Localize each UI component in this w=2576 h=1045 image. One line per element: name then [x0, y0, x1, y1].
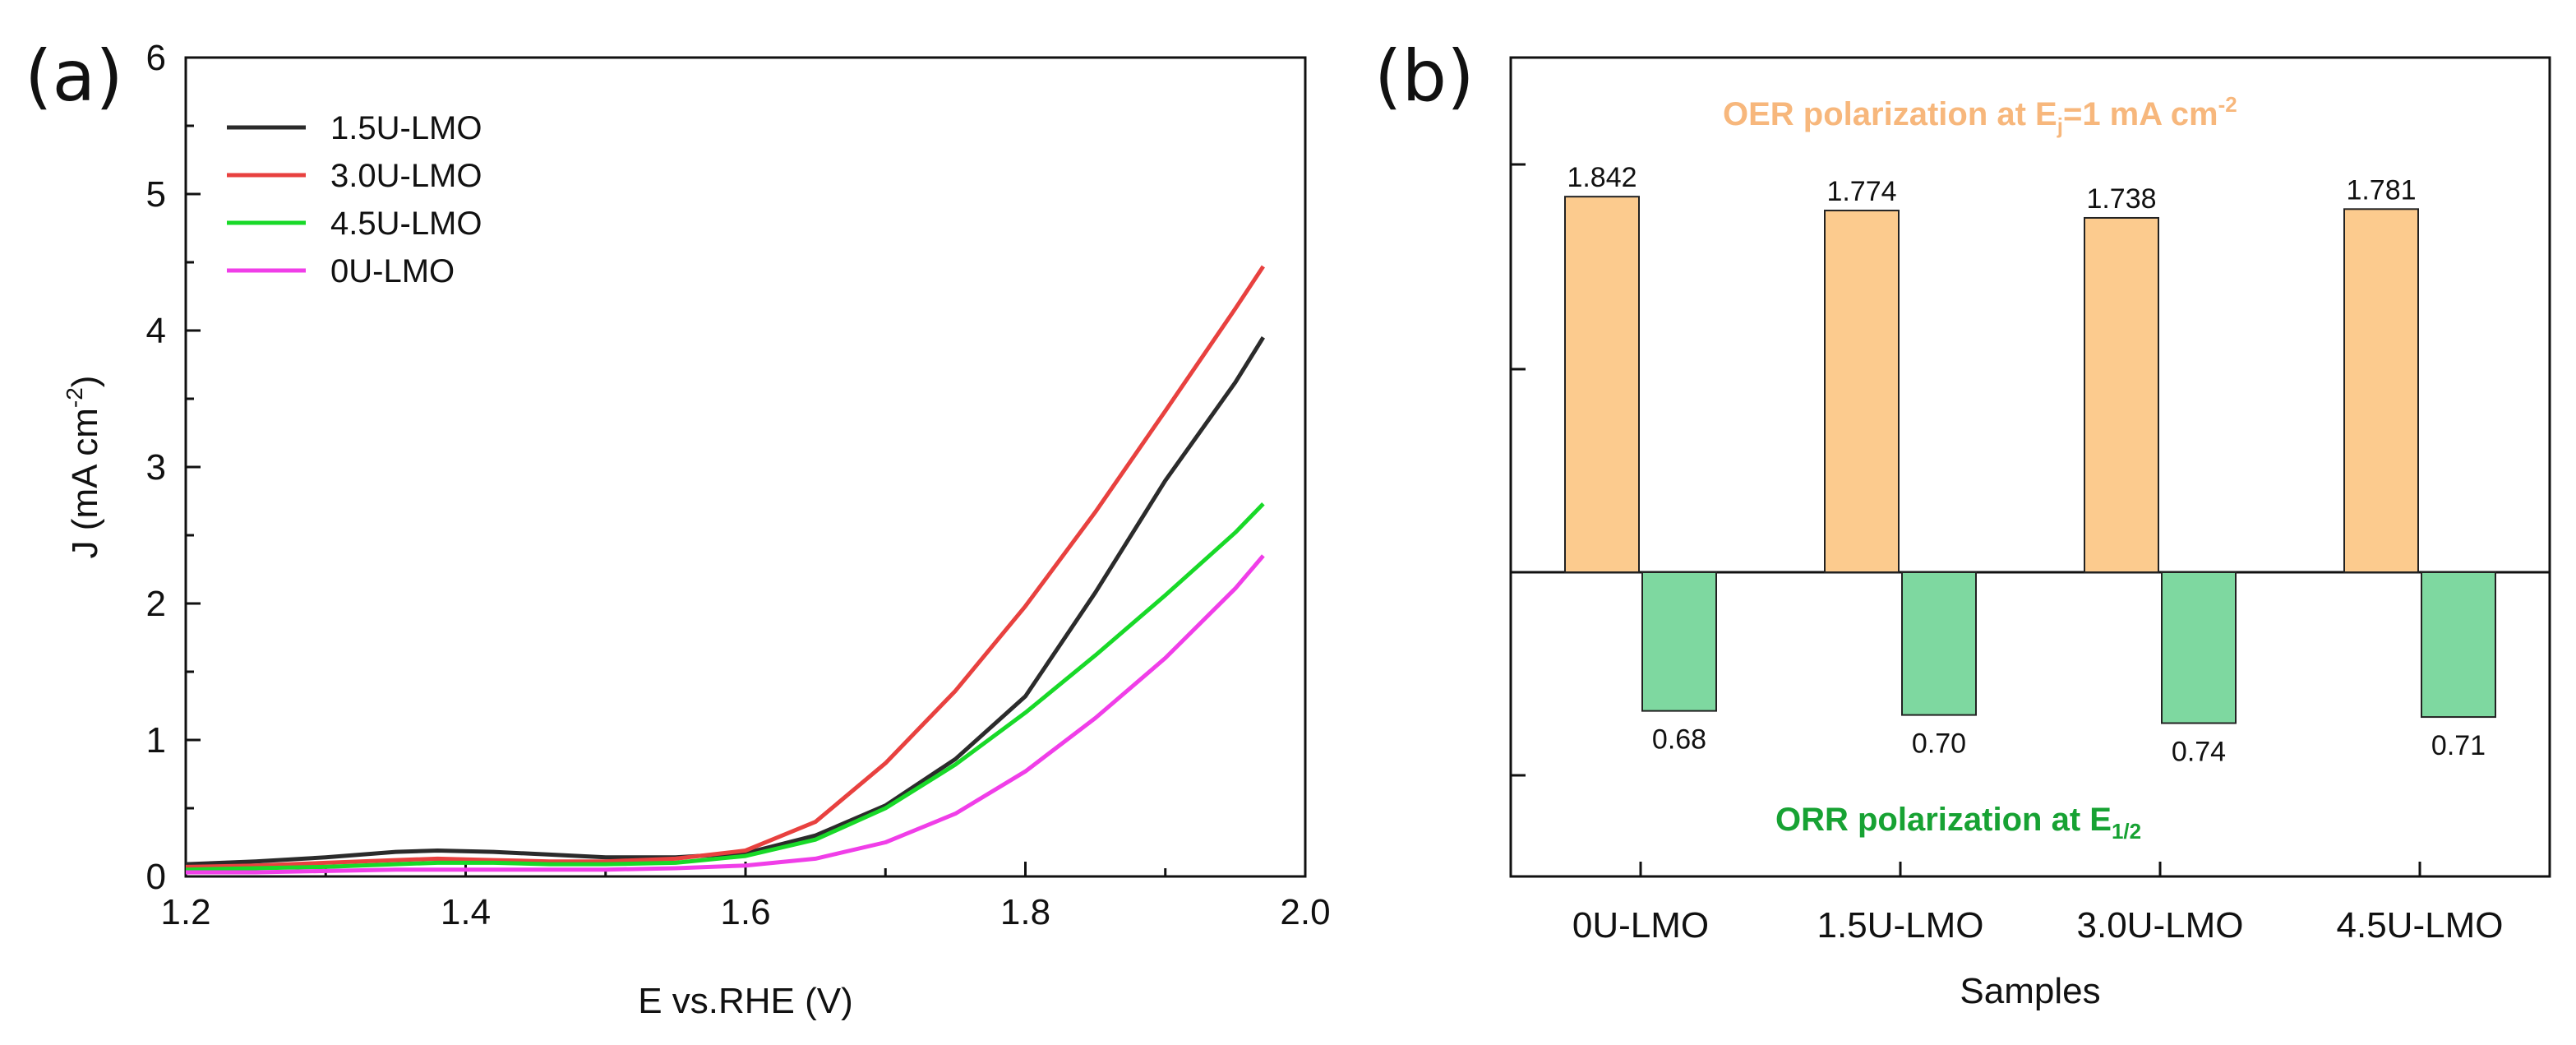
oer-annotation: OER polarization at Ej=1 mA cm-2	[1723, 92, 2237, 138]
series-line-3.0U-LMO	[185, 265, 1265, 869]
orr-bar	[1901, 571, 1977, 716]
orr-bar	[2421, 571, 2496, 719]
oer-value-label: 1.738	[2086, 183, 2156, 215]
series-line-4.5U-LMO	[185, 502, 1265, 872]
x-tick-label: 1.2	[160, 892, 210, 932]
x-tick-label: 2.0	[1280, 892, 1330, 932]
y-tick-label: 5	[146, 174, 166, 215]
legend-a: 1.5U-LMO 3.0U-LMO 4.5U-LMO 0U-LMO	[227, 110, 482, 289]
y-tick-labels-a: 0 1 2 3 4 5 6	[146, 38, 166, 897]
bars-group: 1.842 0.68 1.774 0.70 1.738 0.74 1.781 0.71	[1564, 162, 2496, 876]
y-tick-label: 3	[146, 447, 166, 488]
oer-value-label: 1.842	[1567, 162, 1637, 193]
y-tick-label: 2	[146, 584, 166, 624]
x-tick-label: 0U-LMO	[1572, 905, 1709, 946]
orr-bar	[2161, 571, 2237, 724]
y-tick-label: 1	[146, 720, 166, 761]
x-tick-labels-b: 0U-LMO 1.5U-LMO 3.0U-LMO 4.5U-LMO	[1572, 905, 2504, 946]
y-axis-title-a: J (mA cm-2)	[62, 376, 105, 559]
legend-label: 4.5U-LMO	[330, 206, 482, 242]
oer-bar	[1564, 196, 1640, 574]
orr-value-label: 0.71	[2431, 730, 2486, 761]
orr-value-label: 0.68	[1652, 724, 1706, 756]
orr-annotation: ORR polarization at E1/2	[1775, 802, 2141, 844]
y-tick-label: 6	[146, 38, 166, 78]
series-line-0U-LMO	[186, 554, 1265, 875]
oer-bar	[2343, 208, 2419, 573]
x-tick-label: 1.4	[441, 892, 491, 932]
x-tick-label: 1.6	[720, 892, 770, 932]
orr-value-label: 0.74	[2172, 737, 2226, 768]
x-tick-label: 1.8	[1000, 892, 1050, 932]
x-tick-labels-a: 1.2 1.4 1.6 1.8 2.0	[160, 892, 1330, 932]
x-axis-title-b: Samples	[1960, 971, 2100, 1011]
y-tick-label: 0	[146, 857, 166, 897]
x-tick-label: 1.5U-LMO	[1817, 905, 1984, 946]
series-group-a	[185, 265, 1266, 875]
oer-value-label: 1.774	[1826, 176, 1896, 207]
orr-value-label: 0.70	[1912, 728, 1966, 760]
panel-label-a: (a)	[25, 35, 123, 118]
y-tick-label: 4	[146, 311, 166, 351]
x-axis-title-a: E vs.RHE (V)	[638, 981, 853, 1021]
legend-label: 1.5U-LMO	[330, 110, 482, 146]
legend-label: 0U-LMO	[330, 253, 455, 289]
series-line-1.5U-LMO	[185, 335, 1266, 867]
oer-bar	[1824, 210, 1900, 573]
orr-bar	[1641, 571, 1717, 712]
oer-bar	[2084, 216, 2159, 573]
oer-value-label: 1.781	[2346, 174, 2416, 206]
plot-frame-b	[1509, 56, 2551, 878]
x-tick-label: 3.0U-LMO	[2077, 905, 2244, 946]
bar-chart-panel: (b) 1.842 0.68 1.774 0.70 1.738 0.74 1.781 0.71…	[1374, 35, 2551, 1011]
legend-label: 3.0U-LMO	[330, 158, 482, 194]
panel-label-b: (b)	[1374, 35, 1475, 118]
x-tick-label: 4.5U-LMO	[2337, 905, 2504, 946]
